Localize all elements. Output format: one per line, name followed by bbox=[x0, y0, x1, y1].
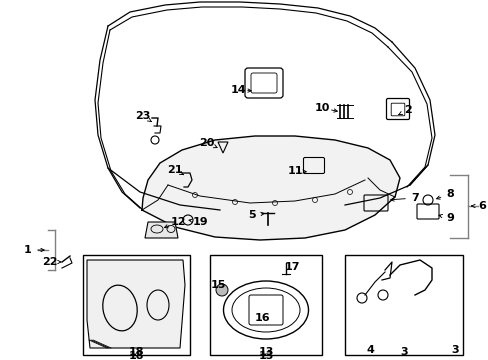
Text: 18: 18 bbox=[128, 347, 143, 357]
Text: 3: 3 bbox=[450, 345, 458, 355]
Text: 1: 1 bbox=[24, 245, 32, 255]
Bar bbox=[83, 255, 190, 355]
Text: 16: 16 bbox=[254, 313, 269, 323]
Polygon shape bbox=[145, 222, 178, 238]
Text: 20: 20 bbox=[199, 138, 214, 148]
Text: 17: 17 bbox=[284, 262, 299, 272]
Text: 4: 4 bbox=[366, 345, 373, 355]
Polygon shape bbox=[87, 260, 184, 348]
Text: 13: 13 bbox=[258, 351, 273, 360]
Text: 18: 18 bbox=[128, 351, 143, 360]
Text: 22: 22 bbox=[42, 257, 58, 267]
Text: 10: 10 bbox=[314, 103, 329, 113]
Text: 3: 3 bbox=[399, 347, 407, 357]
Text: 12: 12 bbox=[170, 217, 185, 227]
Bar bbox=[345, 255, 462, 355]
Text: 2: 2 bbox=[403, 105, 411, 115]
Text: 5: 5 bbox=[248, 210, 255, 220]
Text: 6: 6 bbox=[477, 201, 485, 211]
Circle shape bbox=[216, 284, 227, 296]
Polygon shape bbox=[142, 136, 399, 240]
Text: 14: 14 bbox=[230, 85, 245, 95]
Text: 11: 11 bbox=[286, 166, 302, 176]
Text: 19: 19 bbox=[192, 217, 207, 227]
Text: 21: 21 bbox=[167, 165, 183, 175]
Text: 9: 9 bbox=[445, 213, 453, 223]
Text: 23: 23 bbox=[135, 111, 150, 121]
Text: 7: 7 bbox=[410, 193, 418, 203]
Text: 15: 15 bbox=[210, 280, 225, 290]
Text: 13: 13 bbox=[258, 347, 273, 357]
Bar bbox=[209, 255, 321, 355]
Text: 8: 8 bbox=[445, 189, 453, 199]
